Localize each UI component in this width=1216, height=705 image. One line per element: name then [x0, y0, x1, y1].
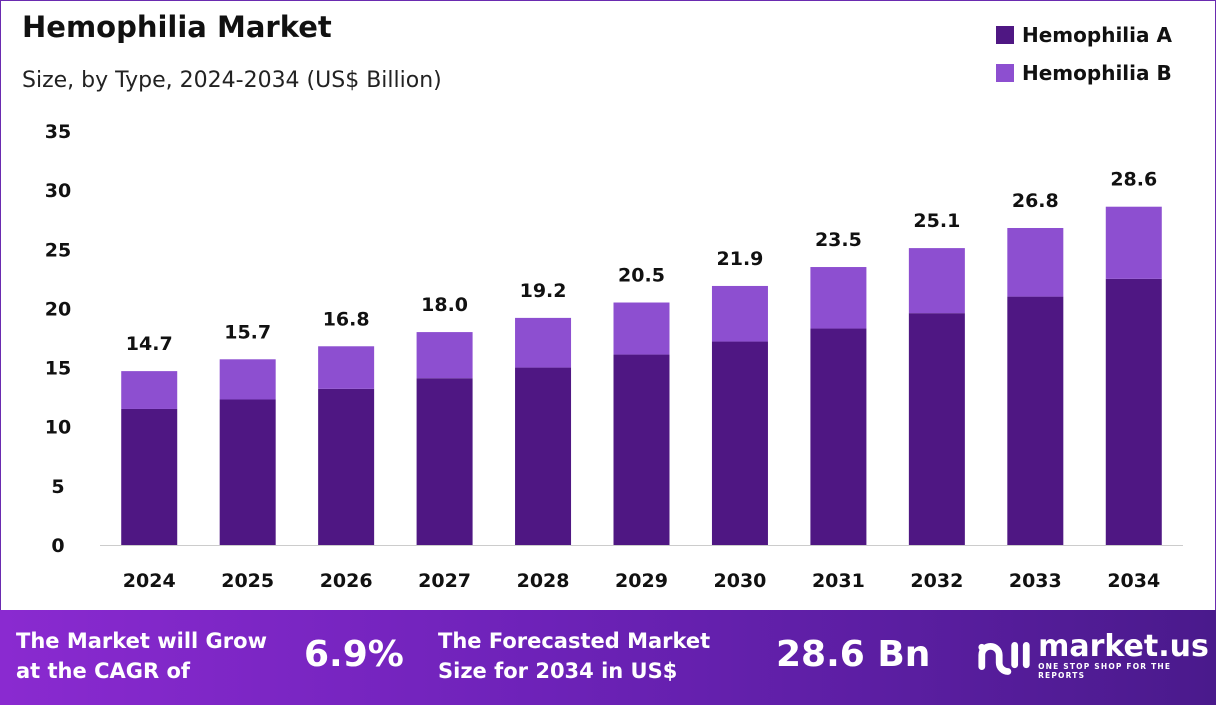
bar-hemophilia-a	[908, 313, 965, 545]
x-tick-label: 2028	[517, 570, 570, 592]
bar-hemophilia-b	[515, 317, 572, 368]
forecast-label-line2: Size for 2034 in US$	[438, 659, 678, 683]
x-tick-label: 2025	[221, 570, 274, 592]
bar-hemophilia-b	[1007, 227, 1064, 297]
bar-hemophilia-a	[810, 328, 867, 545]
x-tick-label: 2024	[123, 570, 176, 592]
bar-total-label: 16.8	[323, 308, 370, 330]
bar-total-label: 28.6	[1110, 169, 1157, 191]
legend-swatch-b	[996, 64, 1014, 82]
bar-hemophilia-a	[219, 399, 276, 545]
x-tick-label: 2031	[812, 570, 865, 592]
marketus-logo: market.us ONE STOP SHOP FOR THE REPORTS	[976, 632, 1216, 680]
bar-total-label: 21.9	[717, 248, 764, 270]
legend-swatch-a	[996, 26, 1014, 44]
y-tick-label: 5	[51, 476, 64, 498]
legend-label-a: Hemophilia A	[1022, 23, 1172, 47]
bar-total-label: 19.2	[520, 280, 567, 302]
x-tick-label: 2027	[418, 570, 471, 592]
logo-mark-icon	[978, 641, 1030, 675]
bar-hemophilia-b	[711, 285, 768, 342]
x-tick-label: 2034	[1107, 570, 1160, 592]
bar-hemophilia-a	[515, 367, 572, 545]
bar-total-label: 26.8	[1012, 190, 1059, 212]
y-tick-label: 30	[45, 180, 71, 202]
forecast-label-line1: The Forecasted Market	[438, 629, 711, 653]
chart-plot: 0510152025303514.7202415.7202516.8202618…	[45, 121, 1183, 592]
bar-hemophilia-a	[711, 341, 768, 545]
cagr-label-line1: The Market will Grow	[16, 629, 267, 653]
x-tick-label: 2033	[1009, 570, 1062, 592]
bar-hemophilia-a	[121, 408, 178, 545]
chart-subtitle: Size, by Type, 2024-2034 (US$ Billion)	[22, 68, 442, 93]
bar-total-label: 15.7	[224, 321, 271, 343]
y-tick-label: 25	[45, 239, 71, 261]
x-tick-label: 2032	[910, 570, 963, 592]
bar-hemophilia-a	[416, 378, 473, 545]
x-tick-label: 2030	[714, 570, 767, 592]
cagr-label-line2: at the CAGR of	[16, 659, 191, 683]
bar-hemophilia-b	[908, 248, 965, 314]
bar-total-label: 14.7	[126, 333, 173, 355]
bar-hemophilia-a	[318, 388, 375, 545]
legend-item-a: Hemophilia A	[996, 16, 1172, 54]
legend: Hemophilia A Hemophilia B	[996, 16, 1172, 92]
bar-hemophilia-b	[121, 371, 178, 409]
legend-item-b: Hemophilia B	[996, 54, 1172, 92]
bar-hemophilia-a	[1007, 296, 1064, 545]
logo-name: market.us	[1038, 629, 1209, 664]
bar-hemophilia-a	[1105, 278, 1162, 545]
x-tick-label: 2029	[615, 570, 668, 592]
bar-hemophilia-b	[1105, 206, 1162, 279]
y-tick-label: 15	[45, 358, 71, 380]
x-tick-label: 2026	[320, 570, 373, 592]
chart-title: Hemophilia Market	[22, 10, 332, 44]
forecast-label: The Forecasted Market Size for 2034 in US…	[438, 626, 710, 686]
logo-tagline: ONE STOP SHOP FOR THE REPORTS	[1038, 662, 1172, 680]
bar-total-label: 18.0	[421, 294, 468, 316]
summary-banner: The Market will Grow at the CAGR of 6.9% …	[0, 610, 1216, 705]
bar-hemophilia-b	[318, 346, 375, 389]
bar-total-label: 23.5	[815, 229, 862, 251]
y-tick-label: 10	[45, 417, 71, 439]
cagr-label: The Market will Grow at the CAGR of	[16, 626, 267, 686]
y-tick-label: 35	[45, 121, 71, 143]
legend-label-b: Hemophilia B	[1022, 61, 1172, 85]
y-tick-label: 20	[45, 298, 71, 320]
y-tick-label: 0	[51, 535, 64, 557]
bar-hemophilia-b	[416, 332, 473, 379]
bar-hemophilia-b	[613, 302, 670, 355]
bar-total-label: 25.1	[913, 210, 960, 232]
bar-hemophilia-b	[810, 267, 867, 329]
forecast-value: 28.6 Bn	[776, 634, 931, 675]
bar-hemophilia-b	[219, 359, 276, 400]
bar-total-label: 20.5	[618, 265, 665, 287]
bar-hemophilia-a	[613, 354, 670, 545]
cagr-value: 6.9%	[304, 634, 404, 675]
